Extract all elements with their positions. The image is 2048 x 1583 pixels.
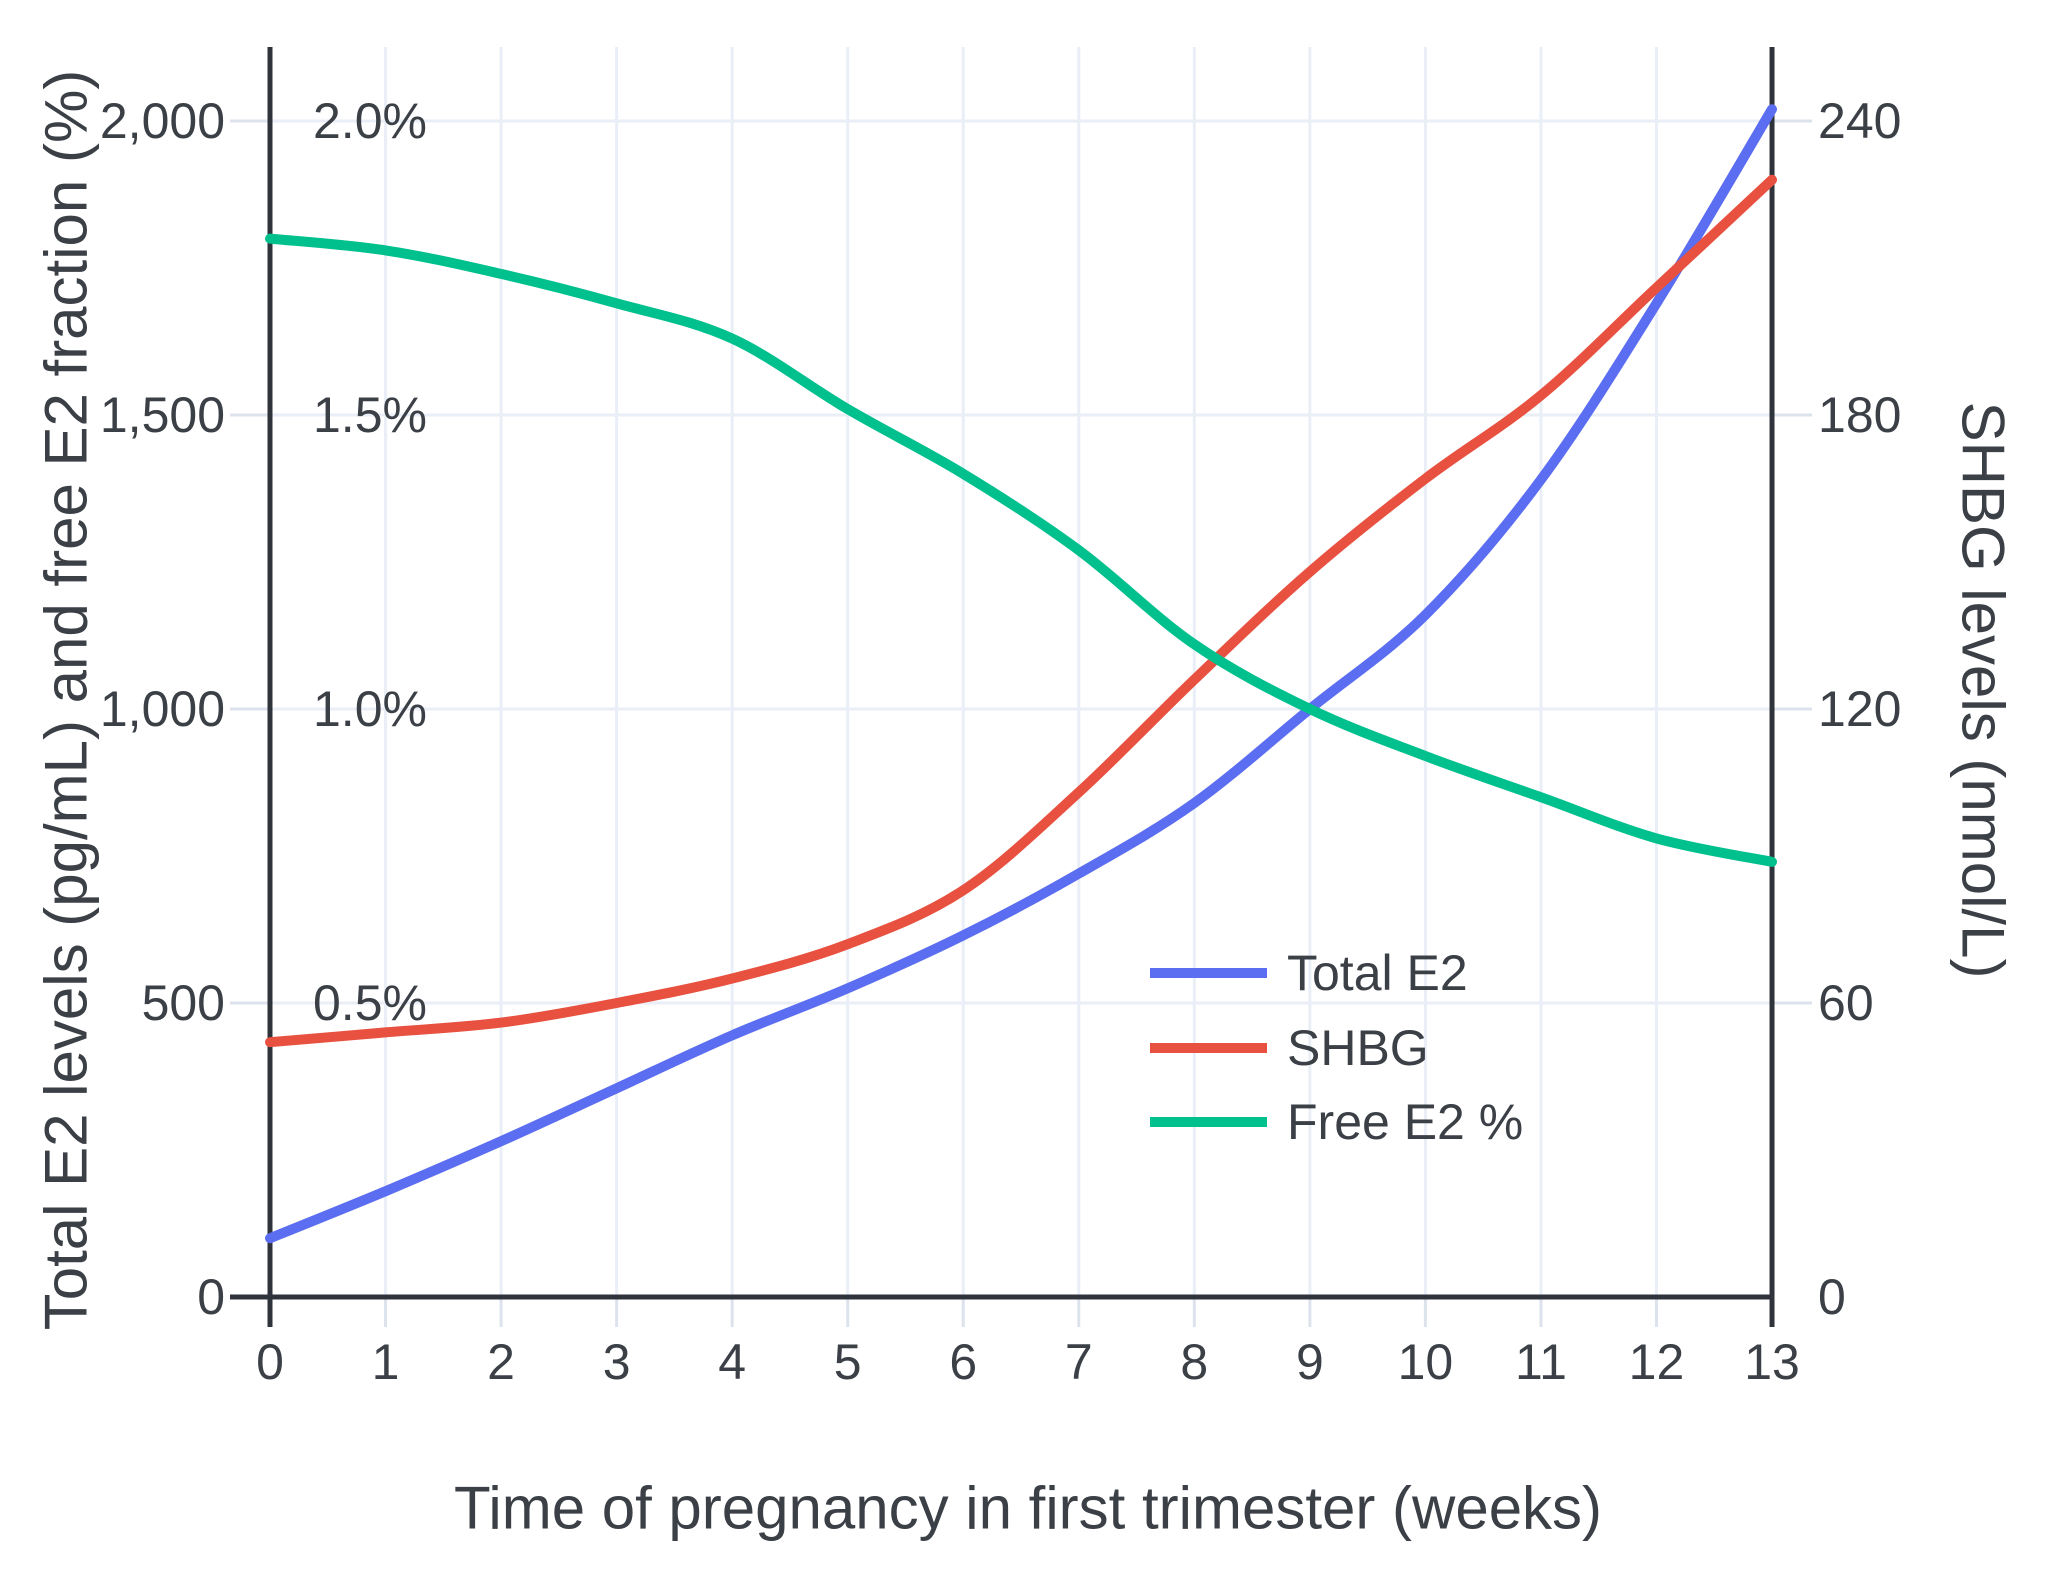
percent-tick-label-2: 2.0% xyxy=(313,93,427,149)
x-tick-label-7: 7 xyxy=(1065,1334,1093,1390)
y-tick-labels-left: 0 500 1,000 1,500 2,000 xyxy=(100,93,225,1325)
legend-label-total-e2: Total E2 xyxy=(1287,945,1468,1001)
x-tick-label-12: 12 xyxy=(1629,1334,1685,1390)
percent-tick-label-1: 1.0% xyxy=(313,681,427,737)
percent-tick-label-1-5: 1.5% xyxy=(313,387,427,443)
right-tick-label-120: 120 xyxy=(1818,681,1901,737)
x-tick-label-0: 0 xyxy=(256,1334,284,1390)
left-tick-label-500: 500 xyxy=(142,975,225,1031)
left-tick-label-0: 0 xyxy=(197,1269,225,1325)
x-tick-label-10: 10 xyxy=(1398,1334,1454,1390)
y-tick-labels-right: 0 60 120 180 240 xyxy=(1818,93,1901,1325)
axis-lines xyxy=(230,47,1775,1327)
series-line-total-e2 xyxy=(265,104,1777,1244)
left-tick-label-1000: 1,000 xyxy=(100,681,225,737)
legend-label-shbg: SHBG xyxy=(1287,1020,1429,1076)
x-tick-label-9: 9 xyxy=(1296,1334,1324,1390)
series-lines xyxy=(265,104,1777,1244)
left-axis-title: Total E2 levels (pg/mL) and free E2 frac… xyxy=(33,70,100,1331)
tick-marks xyxy=(230,119,1813,1327)
x-tick-label-1: 1 xyxy=(372,1334,400,1390)
x-tick-label-2: 2 xyxy=(487,1334,515,1390)
right-axis-title: SHBG levels (nmol/L) xyxy=(1950,402,2017,979)
legend-item-total-e2[interactable]: Total E2 xyxy=(1150,945,1468,1001)
x-tick-label-13: 13 xyxy=(1744,1334,1800,1390)
legend: Total E2 SHBG Free E2 % xyxy=(1150,945,1523,1150)
x-tick-label-8: 8 xyxy=(1180,1334,1208,1390)
x-tick-label-5: 5 xyxy=(834,1334,862,1390)
legend-label-free-e2: Free E2 % xyxy=(1287,1094,1523,1150)
series-line-shbg xyxy=(265,174,1777,1048)
right-tick-label-180: 180 xyxy=(1818,387,1901,443)
x-tick-label-4: 4 xyxy=(718,1334,746,1390)
percent-tick-label-0-5: 0.5% xyxy=(313,975,427,1031)
left-tick-label-2000: 2,000 xyxy=(100,93,225,149)
left-tick-label-1500: 1,500 xyxy=(100,387,225,443)
x-tick-labels: 0 1 2 3 4 5 6 7 8 9 10 11 12 13 xyxy=(256,1334,1800,1390)
right-tick-label-240: 240 xyxy=(1818,93,1901,149)
x-tick-label-6: 6 xyxy=(949,1334,977,1390)
percent-tick-labels: 0.5% 1.0% 1.5% 2.0% xyxy=(313,93,427,1031)
legend-item-shbg[interactable]: SHBG xyxy=(1150,1020,1429,1076)
x-tick-label-11: 11 xyxy=(1515,1334,1567,1390)
right-tick-label-60: 60 xyxy=(1818,975,1874,1031)
x-axis-title: Time of pregnancy in first trimester (we… xyxy=(454,1475,1602,1542)
gridlines xyxy=(270,47,1773,1297)
legend-item-free-e2[interactable]: Free E2 % xyxy=(1150,1094,1523,1150)
series-line-free-e2 xyxy=(265,233,1777,867)
x-tick-label-3: 3 xyxy=(603,1334,631,1390)
right-tick-label-0: 0 xyxy=(1818,1269,1846,1325)
